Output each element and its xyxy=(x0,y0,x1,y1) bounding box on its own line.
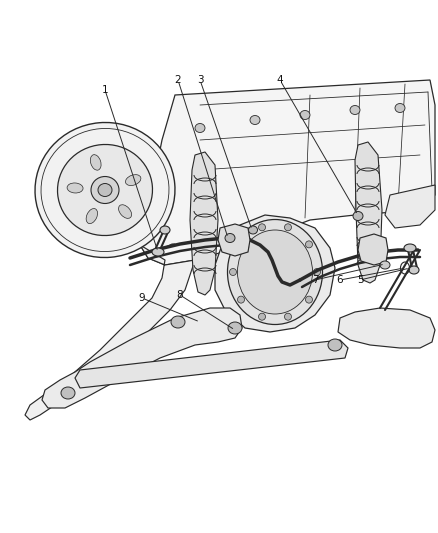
Ellipse shape xyxy=(171,316,185,328)
Ellipse shape xyxy=(404,244,416,252)
Ellipse shape xyxy=(35,123,175,257)
Text: 7: 7 xyxy=(312,275,318,285)
Polygon shape xyxy=(215,215,335,332)
Ellipse shape xyxy=(305,241,312,248)
Ellipse shape xyxy=(409,266,419,274)
Ellipse shape xyxy=(237,241,244,248)
Ellipse shape xyxy=(300,110,310,119)
Polygon shape xyxy=(190,152,218,295)
Ellipse shape xyxy=(380,261,390,269)
Text: 2: 2 xyxy=(175,75,181,85)
Ellipse shape xyxy=(258,224,265,231)
Ellipse shape xyxy=(91,176,119,204)
Ellipse shape xyxy=(86,208,98,223)
Ellipse shape xyxy=(258,313,265,320)
Text: 1: 1 xyxy=(102,85,108,95)
Polygon shape xyxy=(25,245,195,420)
Ellipse shape xyxy=(61,387,75,399)
Ellipse shape xyxy=(98,183,112,197)
Polygon shape xyxy=(75,340,348,388)
Ellipse shape xyxy=(67,183,83,193)
Ellipse shape xyxy=(90,155,101,170)
Polygon shape xyxy=(218,224,250,256)
Ellipse shape xyxy=(237,230,312,314)
Ellipse shape xyxy=(195,124,205,133)
Polygon shape xyxy=(140,80,435,265)
Ellipse shape xyxy=(248,226,258,234)
Ellipse shape xyxy=(237,296,244,303)
Ellipse shape xyxy=(284,313,291,320)
Ellipse shape xyxy=(57,144,152,236)
Text: 6: 6 xyxy=(337,275,343,285)
Ellipse shape xyxy=(284,224,291,231)
Polygon shape xyxy=(358,234,388,265)
Ellipse shape xyxy=(395,103,405,112)
Text: 4: 4 xyxy=(277,75,283,85)
Text: 5: 5 xyxy=(357,275,363,285)
Ellipse shape xyxy=(119,205,131,219)
Ellipse shape xyxy=(125,175,141,185)
Polygon shape xyxy=(385,185,435,228)
Ellipse shape xyxy=(230,269,237,276)
Ellipse shape xyxy=(314,269,321,276)
Text: 3: 3 xyxy=(197,75,203,85)
Text: 9: 9 xyxy=(139,293,145,303)
Ellipse shape xyxy=(152,248,164,256)
Ellipse shape xyxy=(227,220,322,325)
Ellipse shape xyxy=(305,296,312,303)
Ellipse shape xyxy=(353,212,363,221)
Ellipse shape xyxy=(160,226,170,234)
Polygon shape xyxy=(338,308,435,348)
Ellipse shape xyxy=(328,339,342,351)
Text: 8: 8 xyxy=(177,290,184,300)
Polygon shape xyxy=(355,142,382,283)
Ellipse shape xyxy=(228,322,242,334)
Polygon shape xyxy=(42,308,242,408)
Ellipse shape xyxy=(225,233,235,243)
Ellipse shape xyxy=(350,106,360,115)
Ellipse shape xyxy=(250,116,260,125)
